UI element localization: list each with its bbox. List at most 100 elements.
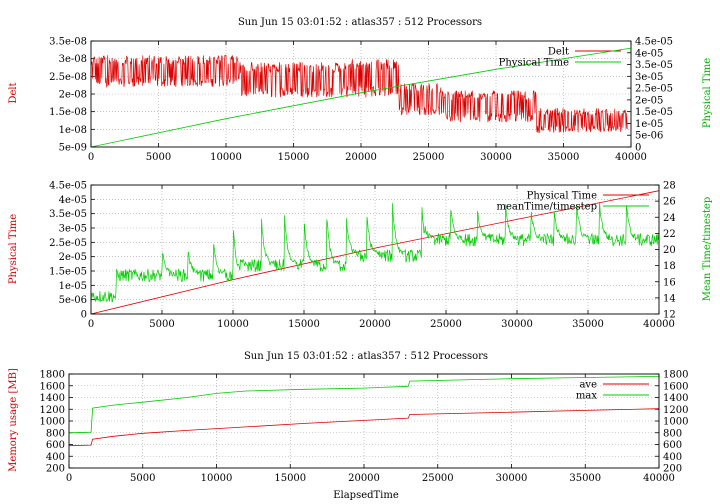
y-right-tick-label: 12 — [663, 310, 676, 321]
y-left-tick-label: 1000 — [40, 417, 65, 428]
plot-area-2 — [90, 184, 660, 315]
x-tick-label: 20000 — [348, 473, 380, 484]
chart-title-3: Sun Jun 15 03:01:52 : atlas357 : 512 Pro… — [244, 351, 488, 362]
chart-panel-3: Sun Jun 15 03:01:52 : atlas357 : 512 Pro… — [8, 351, 488, 501]
y-left-tick-label: 400 — [46, 452, 65, 463]
y-right-tick-label: 1400 — [663, 393, 688, 404]
y-right-tick-label: 2.5e-05 — [635, 84, 673, 95]
y-left-tick-label: 1.5e-08 — [49, 107, 87, 118]
x-tick-label: 25000 — [430, 319, 462, 330]
y-left-tick-label: 4.5e-05 — [49, 181, 87, 192]
y-left-tick-label: 1200 — [40, 405, 65, 416]
right-axis-label-1: Physical Time — [702, 58, 713, 128]
plot-frame — [68, 373, 660, 469]
x-tick-label: 40000 — [615, 152, 647, 163]
series-line-physical-time — [90, 190, 660, 315]
x-tick-label: 40000 — [643, 319, 675, 330]
x-tick-label: 15000 — [274, 473, 306, 484]
left-axis-label-2: Physical Time — [8, 214, 19, 284]
x-tick-label: 5000 — [130, 473, 155, 484]
x-tick-label: 5000 — [149, 319, 174, 330]
y-right-tick-label: 16 — [663, 277, 676, 288]
x-tick-label: 5000 — [146, 152, 171, 163]
x-tick-label: 40000 — [643, 473, 675, 484]
y-left-tick-label: 3e-08 — [59, 54, 87, 65]
y-right-tick-label: 3e-05 — [635, 72, 663, 83]
x-axis-label-3: ElapsedTime — [333, 490, 399, 501]
x-tick-label: 10000 — [217, 319, 249, 330]
legend-label: Delt — [548, 47, 569, 58]
right-axis-label-2: Mean Time/timestep — [702, 197, 713, 301]
y-left-tick-label: 0 — [81, 310, 87, 321]
y-right-tick-label: 26 — [663, 197, 676, 208]
y-left-tick-label: 3.5e-05 — [49, 209, 87, 220]
y-left-tick-label: 800 — [46, 428, 65, 439]
y-left-tick-label: 4e-05 — [59, 195, 87, 206]
x-tick-label: 35000 — [569, 473, 601, 484]
y-left-tick-label: 1600 — [40, 381, 65, 392]
y-right-tick-label: 4.5e-05 — [635, 37, 673, 48]
y-right-tick-label: 2e-05 — [635, 95, 663, 106]
y-right-tick-label: 5e-06 — [635, 131, 663, 142]
x-tick-label: 25000 — [413, 152, 445, 163]
x-tick-label: 20000 — [345, 152, 377, 163]
x-tick-label: 30000 — [501, 319, 533, 330]
x-tick-label: 15000 — [278, 152, 310, 163]
y-left-tick-label: 2.5e-08 — [49, 72, 87, 83]
plot-frame — [90, 184, 660, 315]
plot-area-3 — [68, 373, 660, 469]
y-left-tick-label: 1400 — [40, 393, 65, 404]
left-axis-label-1: Delt — [8, 82, 19, 103]
legend-label: ave — [579, 380, 597, 391]
x-tick-label: 35000 — [548, 152, 580, 163]
x-tick-label: 10000 — [201, 473, 233, 484]
x-tick-label: 0 — [88, 152, 94, 163]
y-left-tick-label: 2.5e-05 — [49, 238, 87, 249]
y-left-tick-label: 5e-09 — [59, 143, 87, 154]
y-left-tick-label: 3e-05 — [59, 224, 87, 235]
y-right-tick-label: 28 — [663, 181, 676, 192]
y-right-tick-label: 1.5e-05 — [635, 107, 673, 118]
x-tick-label: 30000 — [496, 473, 528, 484]
x-tick-label: 30000 — [480, 152, 512, 163]
plot-frame — [90, 40, 632, 148]
chart-panel-2: Physical Time Mean Time/timestep — [8, 197, 713, 301]
y-right-tick-label: 1200 — [663, 405, 688, 416]
y-right-tick-label: 22 — [663, 229, 676, 240]
legend-label: Physical Time — [499, 58, 569, 69]
y-right-tick-label: 1800 — [663, 370, 688, 381]
series-line-physical-time — [90, 47, 632, 148]
series-line-ave — [68, 408, 660, 447]
y-left-tick-label: 2e-05 — [59, 252, 87, 263]
x-tick-label: 35000 — [572, 319, 604, 330]
y-left-tick-label: 1800 — [40, 370, 65, 381]
y-left-tick-label: 1.5e-05 — [49, 267, 87, 278]
y-right-tick-label: 0 — [635, 143, 641, 154]
y-right-tick-label: 4e-05 — [635, 48, 663, 59]
legend-label: meanTime/timestep — [496, 202, 597, 213]
series-line-delt — [90, 54, 628, 133]
x-tick-label: 0 — [66, 473, 72, 484]
y-left-tick-label: 200 — [46, 464, 65, 475]
x-tick-label: 25000 — [422, 473, 454, 484]
x-tick-label: 10000 — [210, 152, 242, 163]
y-left-tick-label: 3.5e-08 — [49, 37, 87, 48]
y-right-tick-label: 400 — [663, 452, 682, 463]
plot-area-1 — [90, 40, 632, 148]
legend-label: max — [576, 391, 597, 402]
x-tick-label: 0 — [88, 319, 94, 330]
y-left-tick-label: 1e-05 — [59, 281, 87, 292]
left-axis-label-3: Memory usage [MB] — [8, 368, 19, 472]
y-left-tick-label: 600 — [46, 440, 65, 451]
y-left-tick-label: 5e-06 — [59, 295, 87, 306]
legend-label: Physical Time — [527, 191, 597, 202]
x-tick-label: 15000 — [288, 319, 320, 330]
chart-title-1: Sun Jun 15 03:01:52 : atlas357 : 512 Pro… — [238, 17, 482, 28]
y-left-tick-label: 1e-08 — [59, 125, 87, 136]
y-right-tick-label: 200 — [663, 464, 682, 475]
y-right-tick-label: 1000 — [663, 417, 688, 428]
y-right-tick-label: 3.5e-05 — [635, 60, 673, 71]
x-tick-label: 20000 — [359, 319, 391, 330]
y-left-tick-label: 2e-08 — [59, 90, 87, 101]
